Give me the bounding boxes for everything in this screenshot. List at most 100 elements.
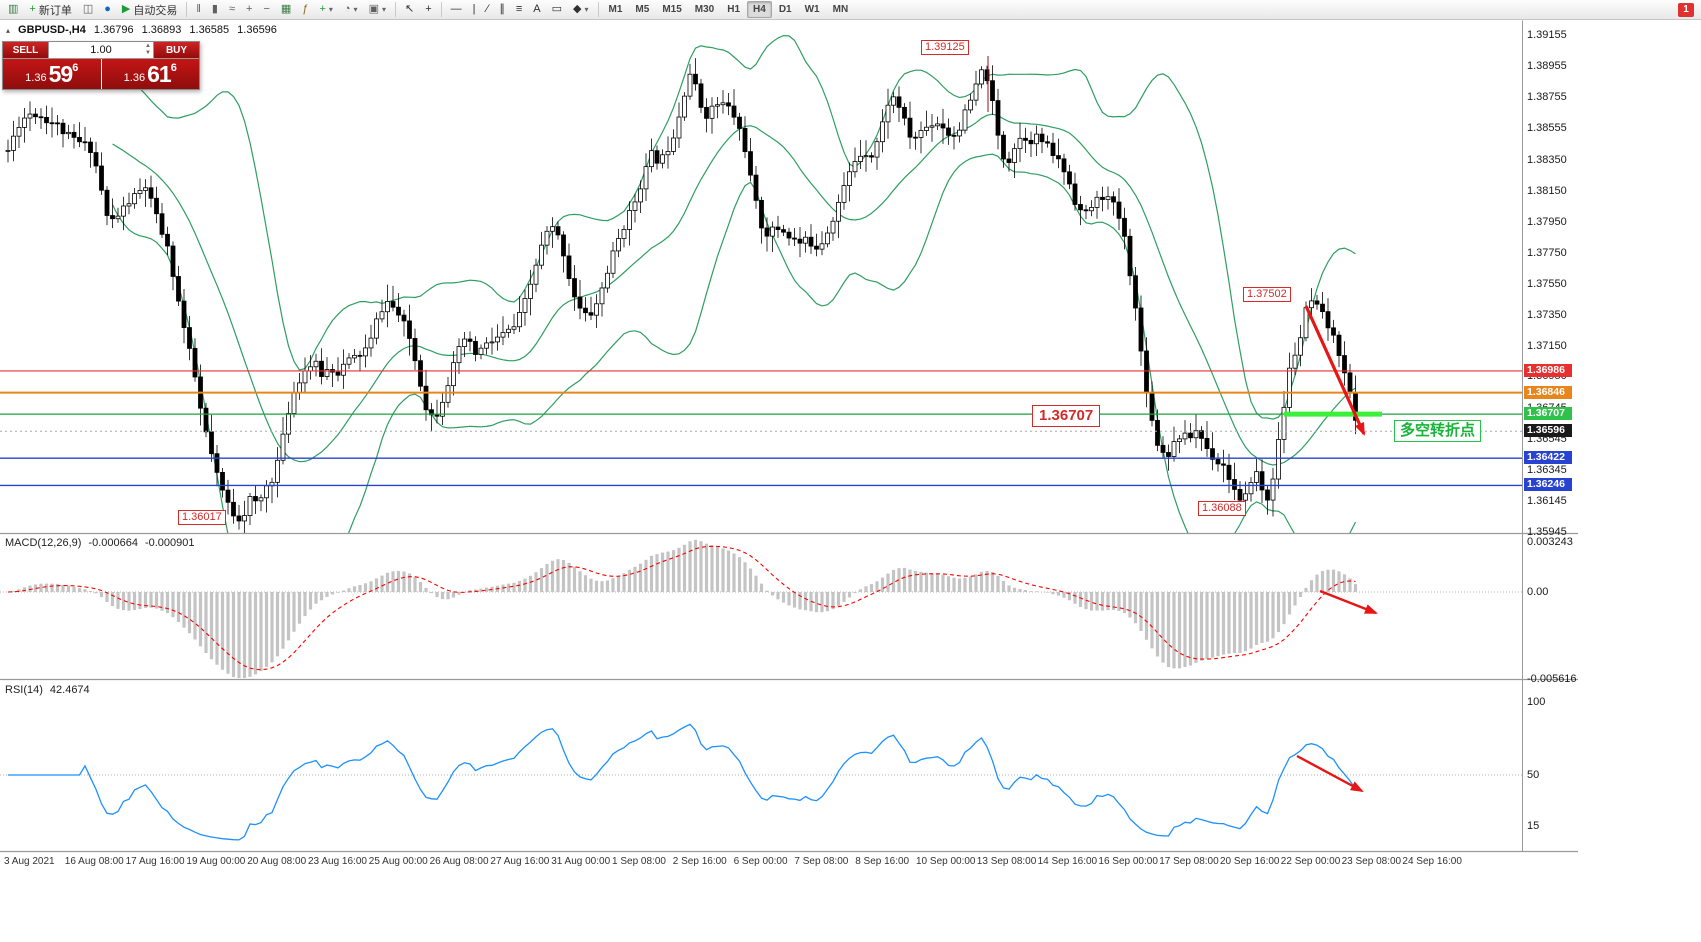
new-order-button[interactable]: + 新订单: [24, 1, 76, 19]
macd-name: MACD(12,26,9): [5, 537, 82, 549]
ohlc-low: 1.36585: [189, 24, 230, 36]
trendline-icon: ∕: [486, 3, 489, 15]
volume-stepper[interactable]: ▲ ▼: [145, 43, 151, 57]
symbol-icon: ▴: [6, 25, 11, 35]
text-tool-icon: A: [533, 3, 541, 15]
rsi-name: RSI(14): [5, 684, 43, 696]
buy-button[interactable]: BUY: [154, 42, 199, 58]
timeframe-mn-button[interactable]: MN: [832, 4, 849, 15]
shapes-dropdown-icon: ▾: [584, 5, 589, 14]
toolbar-separator: [597, 2, 599, 17]
sell-button[interactable]: SELL: [3, 42, 48, 58]
rsi-panel-title: RSI(14) 42.4674: [5, 684, 90, 696]
buy-price-pip: 6: [170, 62, 177, 74]
periods-button[interactable]: ◔ ▾: [339, 1, 363, 19]
new-order-label: 新订单: [38, 4, 72, 17]
timeframe-m15-button[interactable]: M15: [662, 4, 682, 15]
timeframe-h4-button[interactable]: H4: [747, 1, 772, 18]
profiles-icon: ●: [104, 3, 111, 15]
autotrading-icon: ▶: [121, 3, 131, 15]
horizontal-line-button[interactable]: ―: [446, 1, 467, 19]
chart-windows-button[interactable]: ◫: [78, 1, 98, 19]
timeframe-m1-button[interactable]: M1: [608, 4, 623, 15]
chart-windows-icon: ◫: [82, 3, 94, 15]
zoom-out-button[interactable]: −: [258, 1, 274, 19]
tile-windows-button[interactable]: ▦: [276, 1, 296, 19]
zoom-in-button[interactable]: +: [241, 1, 257, 19]
channel-button[interactable]: ∥: [494, 1, 510, 19]
zoom-out-icon: −: [263, 3, 270, 15]
zoom-in-icon: +: [246, 3, 253, 15]
shapes-button[interactable]: ◆ ▾: [568, 1, 593, 19]
cursor-icon: ↖: [404, 3, 415, 15]
buy-price-button[interactable]: 1.36 61 6: [100, 59, 199, 89]
rsi-value: 42.4674: [49, 684, 90, 696]
channel-icon: ∥: [499, 3, 505, 15]
line-mode-icon: ≈: [228, 3, 236, 15]
timeframe-d1-button[interactable]: D1: [778, 4, 792, 15]
add-indicator-dropdown-icon: ▾: [328, 5, 333, 14]
label-tool-icon: ▭: [551, 3, 563, 15]
timeframe-w1-button[interactable]: W1: [804, 4, 820, 15]
text-tool-button[interactable]: A: [528, 1, 545, 19]
indicators-button[interactable]: ƒ: [297, 1, 313, 19]
volume-down-icon[interactable]: ▼: [145, 50, 151, 56]
profiles-button[interactable]: ●: [99, 1, 116, 19]
sell-price-pip: 6: [72, 62, 79, 74]
candles-mode-button[interactable]: ▮: [207, 1, 223, 19]
tile-windows-icon: ▦: [280, 3, 292, 15]
sell-price-big: 59: [48, 61, 74, 87]
symbol-title: GBPUSD-,H4: [18, 24, 86, 36]
label-tool-button[interactable]: ▭: [547, 1, 567, 19]
autotrading-label: 自动交易: [133, 4, 178, 17]
fibonacci-button[interactable]: ≡: [511, 1, 527, 19]
templates-button[interactable]: ▣ ▾: [364, 1, 391, 19]
toolbar-separator: [186, 2, 188, 17]
sell-price-button[interactable]: 1.36 59 6: [3, 59, 101, 89]
trendline-button[interactable]: ∕: [482, 1, 494, 19]
new-chart-button[interactable]: ▥: [3, 1, 23, 19]
toolbar-separator: [440, 2, 442, 17]
horizontal-line-icon: ―: [450, 3, 462, 15]
timeframe-m30-button[interactable]: M30: [694, 4, 715, 15]
ohlc-high: 1.36893: [141, 24, 182, 36]
vertical-line-icon: |: [472, 3, 476, 15]
ohlc-open: 1.36796: [93, 24, 134, 36]
templates-dropdown-icon: ▾: [381, 5, 386, 14]
timeframe-h1-button[interactable]: H1: [727, 4, 741, 15]
new-chart-icon: ▥: [8, 3, 19, 15]
chart-header: ▴ GBPUSD-,H4 1.36796 1.36893 1.36585 1.3…: [6, 24, 277, 36]
crosshair-icon: +: [425, 3, 432, 15]
add-indicator-button[interactable]: + ▾: [314, 1, 337, 19]
toolbar: ▥ + 新订单 ◫ ● ▶ 自动交易 ‖ ▮ ≈ + − ▦ ƒ + ▾ ◔ ▾ ▣ ▾ ↖ + ― | ∕ ∥ ≡ A ▭ ◆ ▾ M1 M5…: [0, 0, 1701, 20]
macd-panel-title: MACD(12,26,9) -0.000664 -0.000901: [5, 537, 195, 549]
volume-input[interactable]: 1.00 ▲ ▼: [48, 42, 154, 58]
bars-mode-button[interactable]: ‖: [191, 1, 206, 19]
toolbar-separator: [394, 2, 396, 17]
periods-dropdown-icon: ▾: [353, 5, 358, 14]
new-order-icon: +: [29, 3, 36, 15]
vertical-line-button[interactable]: |: [468, 1, 481, 19]
templates-icon: ▣: [368, 3, 379, 15]
bars-mode-icon: ‖: [196, 3, 201, 15]
periods-icon: ◔: [343, 3, 351, 15]
indicators-icon: ƒ: [302, 3, 309, 15]
line-mode-button[interactable]: ≈: [224, 1, 240, 19]
buy-price-big: 61: [147, 61, 172, 87]
one-click-trading-panel: SELL 1.00 ▲ ▼ BUY 1.36 59 6 1.36 61 6: [2, 41, 200, 90]
sell-price-prefix: 1.36: [25, 71, 47, 84]
cursor-button[interactable]: ↖: [400, 1, 419, 19]
autotrading-button[interactable]: ▶ 自动交易: [117, 1, 182, 19]
crosshair-button[interactable]: +: [420, 1, 436, 19]
notifications-badge[interactable]: 1: [1678, 2, 1694, 17]
add-indicator-icon: +: [319, 3, 326, 15]
macd-signal-value: -0.000901: [144, 537, 195, 549]
timeframe-m5-button[interactable]: M5: [635, 4, 650, 15]
fibonacci-icon: ≡: [515, 3, 523, 15]
shapes-icon: ◆: [573, 3, 582, 15]
volume-value: 1.00: [90, 44, 112, 56]
volume-up-icon[interactable]: ▲: [145, 43, 151, 49]
ohlc-close: 1.36596: [237, 24, 277, 36]
